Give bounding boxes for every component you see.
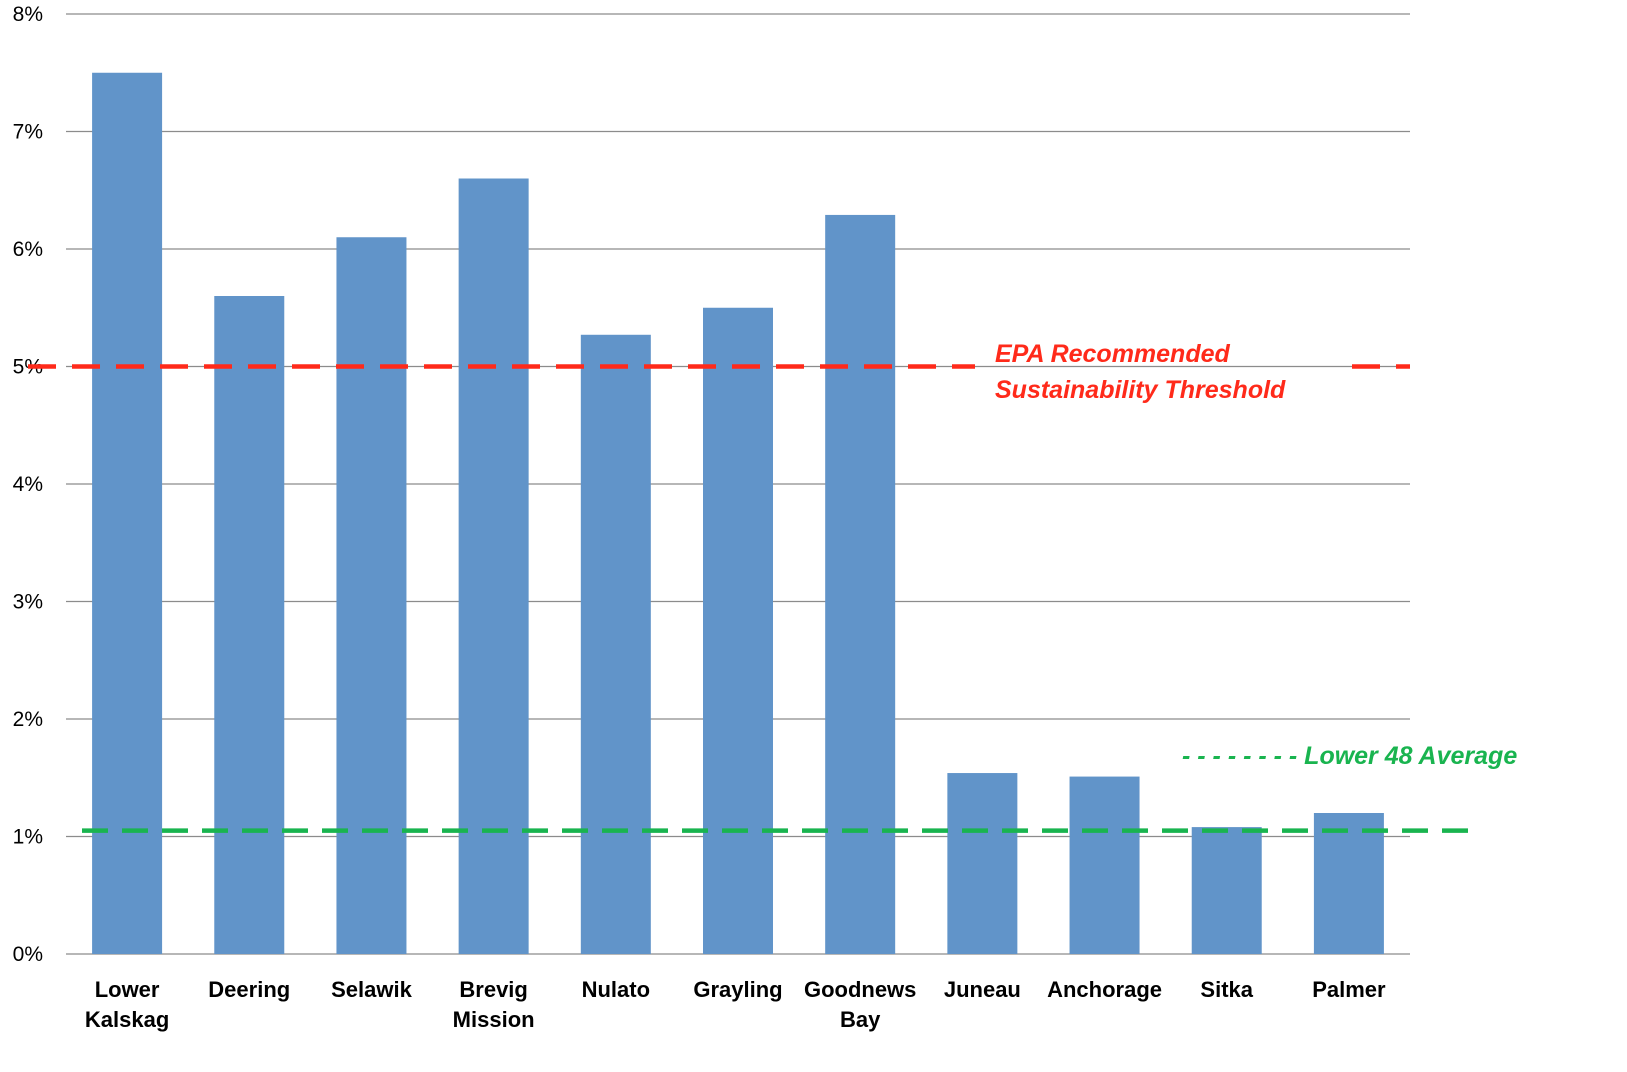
bar	[458, 178, 529, 954]
bar	[703, 307, 773, 954]
y-tick-label: 3%	[13, 591, 43, 614]
x-tick-label: Brevig Mission	[453, 977, 535, 1032]
x-tick-label: Lower Kalskag	[85, 977, 169, 1032]
x-tick-label: Sitka	[1200, 977, 1253, 1002]
epa-threshold-label: EPA Recommended Sustainability Threshold	[995, 340, 1286, 404]
x-tick-label: Goodnews Bay	[804, 977, 916, 1032]
x-tick-label: Selawik	[331, 977, 412, 1002]
bar	[214, 296, 285, 954]
bar	[1313, 813, 1384, 954]
x-tick-label: Anchorage	[1047, 977, 1162, 1002]
y-axis-ticks: 0% 1% 2% 3% 4% 5% 6% 7% 8%	[13, 3, 43, 966]
x-tick-label: Deering	[208, 977, 290, 1002]
y-tick-label: 0%	[13, 943, 43, 966]
bar	[92, 72, 163, 954]
y-tick-label: 7%	[13, 121, 43, 144]
x-tick-label: Nulato	[582, 977, 650, 1002]
y-tick-label: 4%	[13, 473, 43, 496]
bar	[825, 214, 896, 955]
bar	[336, 237, 407, 954]
x-axis-labels: Lower Kalskag Deering Selawik Brevig Mission N…	[85, 977, 1386, 1032]
bar	[1191, 827, 1262, 954]
x-tick-label: Grayling	[693, 977, 782, 1002]
bar	[947, 773, 1018, 954]
y-tick-label: 8%	[13, 3, 43, 26]
reference-lines: EPA Recommended Sustainability Threshold -…	[28, 340, 1517, 833]
y-tick-label: 2%	[13, 708, 43, 731]
bars	[92, 72, 1384, 955]
bar	[1069, 776, 1140, 954]
x-tick-label: Juneau	[944, 977, 1021, 1002]
lower48-average-label: - - - - - - - - Lower 48 Average	[1182, 742, 1517, 770]
y-tick-label: 5%	[13, 356, 43, 379]
y-tick-label: 6%	[13, 238, 43, 261]
bar	[580, 334, 651, 954]
x-tick-label: Palmer	[1312, 977, 1386, 1002]
y-tick-label: 1%	[13, 826, 43, 849]
